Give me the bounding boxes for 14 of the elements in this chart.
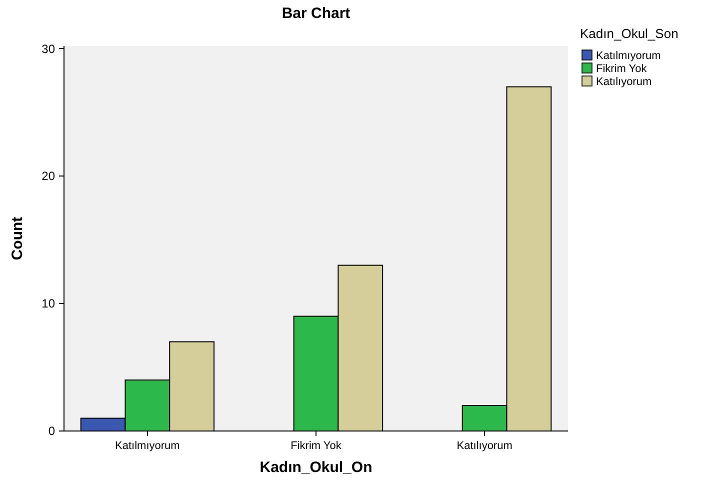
y-tick-label: 10	[42, 296, 56, 311]
y-axis-title: Count	[9, 216, 26, 260]
legend-label: Fikrim Yok	[596, 63, 648, 75]
y-tick-label: 20	[42, 169, 56, 184]
legend-title: Kadın_Okul_Son	[580, 26, 678, 41]
y-tick-label: 0	[48, 424, 56, 438]
x-tick-label: Katılmıyorum	[115, 440, 180, 452]
chart-title: Bar Chart	[282, 5, 350, 22]
legend-label: Katılıyorum	[596, 76, 652, 88]
legend-label: Katılmıyorum	[596, 50, 661, 62]
y-tick-label: 30	[42, 42, 56, 56]
x-tick-label: Fikrim Yok	[290, 440, 342, 452]
x-tick-label: Katılıyorum	[456, 440, 512, 452]
x-axis-title: Kadın_Okul_On	[260, 459, 372, 476]
